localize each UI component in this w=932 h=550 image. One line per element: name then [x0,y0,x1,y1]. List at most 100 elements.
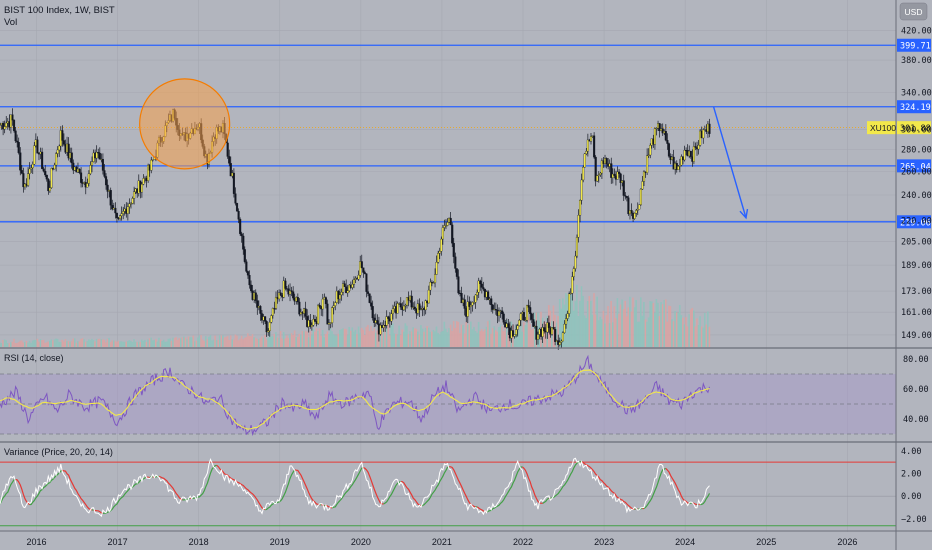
volume-bar [658,316,661,347]
candle-body [429,281,432,291]
volume-bar [75,342,78,347]
volume-bar [61,339,64,347]
volume-bar [357,326,360,347]
candle-body [438,251,441,254]
volume-bar [418,334,421,347]
volume-bar [499,324,502,347]
volume-bar [130,340,132,347]
candle-body [309,320,312,327]
candle-body [477,280,480,293]
price-tick-label: 240.00 [901,191,932,201]
time-tick-label: 2020 [351,537,371,547]
volume-bar [190,337,193,347]
volume-bar [131,341,134,347]
candle-body [594,156,597,182]
volume-bar [59,342,62,347]
time-tick-label: 2024 [675,537,695,547]
candle-body [296,297,299,303]
volume-bar [257,338,260,347]
volume-bar [262,337,265,347]
volume-bar [636,321,639,347]
annotations[interactable] [139,78,749,220]
candle-body [646,155,649,173]
volume-bar [583,315,586,347]
volume-bar [371,330,374,347]
candle-body [90,161,94,166]
volume-bar [349,330,352,347]
volume-bar [39,339,42,347]
volume-bar [332,334,335,347]
variance-signal-line [0,478,16,505]
volume-bar [229,335,232,347]
volume-bar [412,327,414,347]
candle-body [304,308,307,317]
volume-bar [340,329,343,347]
candle-body [343,283,346,287]
candle-body [103,170,106,177]
volume-bar [672,321,675,347]
volume-bar [128,340,131,347]
volume-bar [655,298,658,347]
volume-bar [48,340,51,347]
volume-bar [494,330,497,347]
volume-bar [329,328,332,347]
currency-button[interactable]: USD [899,2,928,21]
variance-tick-label: 0.00 [901,492,921,502]
volume-bar [647,317,650,347]
volume-bar [707,311,709,347]
volume-bar [326,331,329,347]
candle-body [326,303,329,325]
variance-signal-line [15,478,31,506]
volume-bar [426,326,428,347]
candle-body [451,224,454,244]
volume-bar [211,340,213,347]
candle-body [599,172,602,175]
candle-body [340,292,343,296]
candle-body [434,274,437,283]
volume-bar [192,335,195,347]
volume-bar [228,339,230,347]
candle-body [80,172,83,183]
volume-bar [555,322,558,347]
candle-body [507,323,510,328]
volume-bar [368,331,371,347]
candle-body [497,310,501,316]
candle-body [444,225,448,227]
candle-body [98,152,101,160]
candle-body [360,261,363,268]
volume-bar [410,331,413,347]
volume-bar [309,331,312,347]
volume-bar [223,337,226,347]
horizontal-line-price-tag [897,100,931,114]
volume-bar [406,325,408,347]
candle-body [446,222,449,226]
volume-bar [159,339,162,347]
candle-body [647,154,650,156]
candle-body [366,291,370,294]
volume-bar [601,319,603,347]
volume-bar [610,301,612,347]
candle-body [133,191,136,199]
volume-bar [457,321,460,347]
volume-bar [28,340,31,347]
volume-bar [0,342,1,347]
volume-bar [590,300,592,347]
candle-body [571,276,574,294]
volume-bar [22,342,25,347]
currency-button-label[interactable]: USD [905,7,923,17]
volume-bar [697,325,700,347]
volume-bar [243,337,246,347]
candle-body [463,299,466,309]
candle-body [229,163,232,177]
candle-body [385,316,388,326]
volume-bar [488,320,491,347]
candle-body [610,163,613,178]
volume-bar [187,336,190,347]
volume-bar [58,341,60,347]
volume-bar [696,318,698,347]
price-tick-label: 149.00 [901,331,932,341]
candle-body [600,160,603,174]
candle-body [28,168,31,174]
rsi-ma-line [0,369,710,430]
